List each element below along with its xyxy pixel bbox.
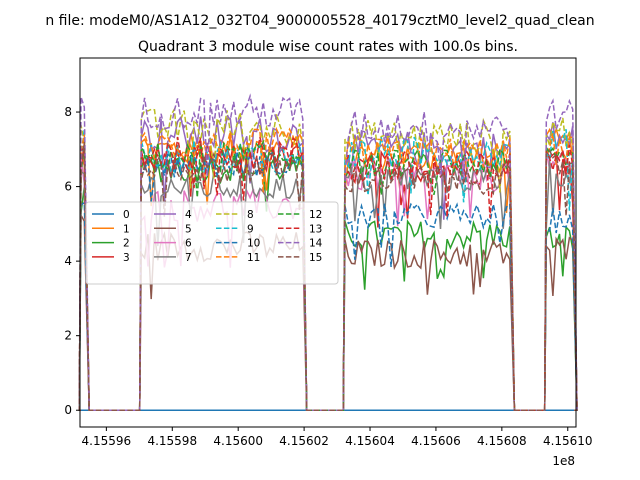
x-tick-label: 4.15606 [411, 434, 461, 448]
legend-box [85, 201, 339, 285]
y-tick-label: 6 [64, 180, 72, 194]
x-tick-label: 4.15610 [543, 434, 593, 448]
series-line-6 [78, 149, 578, 411]
legend-label: 8 [247, 209, 254, 221]
legend-label: 11 [247, 252, 260, 264]
legend-label: 5 [185, 223, 192, 235]
series-line-14 [78, 93, 578, 411]
chart-title: Quadrant 3 module wise count rates with … [138, 39, 518, 55]
legend-label: 13 [309, 223, 322, 235]
legend-label: 3 [123, 252, 130, 264]
legend-label: 1 [123, 223, 130, 235]
series-line-8 [78, 107, 578, 411]
legend-label: 10 [247, 238, 260, 250]
legend-label: 7 [185, 252, 192, 264]
plot-frame [79, 57, 577, 428]
legend-label: 14 [309, 238, 323, 250]
x-tick-label: 4.15604 [345, 434, 395, 448]
legend-label: 0 [123, 209, 130, 221]
legend-label: 2 [123, 238, 130, 250]
series-line-10 [78, 150, 578, 411]
y-tick-label: 2 [64, 329, 72, 343]
legend-label: 15 [309, 252, 322, 264]
legend-label: 4 [185, 209, 192, 221]
legend-label: 9 [247, 223, 254, 235]
x-tick-label: 4.15598 [147, 434, 197, 448]
legend-label: 6 [185, 238, 192, 250]
x-tick-label: 4.15596 [82, 434, 132, 448]
y-tick-label: 4 [64, 254, 72, 268]
x-tick-label: 4.15600 [213, 434, 263, 448]
x-tick-label: 4.15602 [279, 434, 329, 448]
x-offset-label: 1e8 [552, 454, 575, 468]
legend-label: 12 [309, 209, 322, 221]
y-axis: 0 2 4 6 8 [64, 105, 80, 417]
y-tick-label: 8 [64, 105, 72, 119]
series-line-15 [78, 141, 578, 411]
chart-suptitle: n file: modeM0/AS1A12_032T04_9000005528_… [45, 13, 594, 29]
series-line-7 [78, 159, 578, 411]
x-tick-label: 4.15608 [477, 434, 527, 448]
y-tick-label: 0 [64, 403, 72, 417]
series-line-9 [78, 129, 578, 411]
x-axis: 4.15596 4.15598 4.15600 4.15602 4.15604 4.156… [82, 427, 593, 448]
